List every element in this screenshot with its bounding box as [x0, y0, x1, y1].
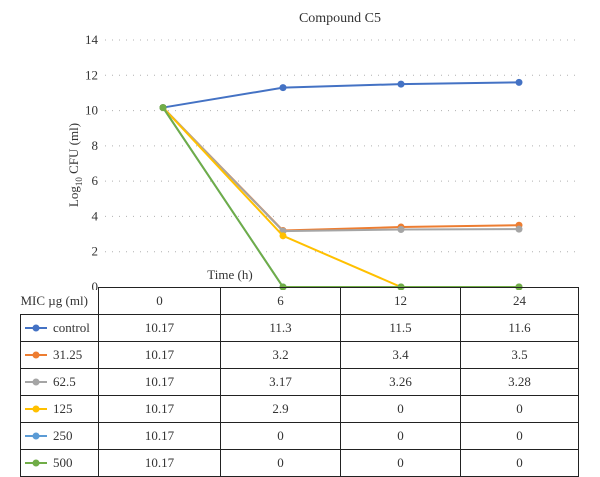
legend-marker-icon — [25, 324, 47, 331]
table-cell: 0 — [340, 449, 461, 477]
table-cell: 3.26 — [340, 368, 461, 396]
legend-marker-icon — [25, 378, 47, 385]
series-line — [162, 81, 520, 109]
legend-marker-icon — [25, 459, 47, 466]
data-point — [279, 84, 287, 92]
x-tick-label: 6 — [220, 287, 341, 315]
x-tick-label: 12 — [340, 287, 461, 315]
table-cell: 11.5 — [340, 314, 461, 342]
series-line — [162, 106, 520, 233]
data-point — [515, 78, 523, 86]
y-tick-label: 12 — [85, 67, 98, 82]
legend-entry: 250 — [20, 422, 99, 450]
table-cell: 10.17 — [98, 368, 221, 396]
table-cell: 3.17 — [220, 368, 341, 396]
table-cell: 0 — [340, 422, 461, 450]
y-tick-label: 14 — [85, 32, 99, 47]
table-cell: 11.6 — [460, 314, 579, 342]
table-cell: 10.17 — [98, 341, 221, 369]
legend-marker-icon — [25, 405, 47, 412]
series-layer — [159, 78, 523, 290]
y-tick-label: 10 — [85, 103, 98, 118]
table-row: 31.25 10.17 3.2 3.4 3.5 — [20, 341, 579, 369]
legend-marker-icon — [25, 351, 47, 358]
grid-lines — [105, 39, 578, 253]
table-row: 250 10.17 0 0 0 — [20, 422, 579, 450]
legend-entry: 500 — [20, 449, 99, 477]
table-cell: 3.2 — [220, 341, 341, 369]
y-tick-label: 0 — [92, 279, 99, 290]
y-tick-label: 8 — [92, 138, 99, 153]
legend-label: 500 — [53, 454, 73, 470]
series-31-25 — [159, 104, 523, 235]
legend-marker-icon — [25, 432, 47, 439]
table-cell: 11.3 — [220, 314, 341, 342]
table-cell: 0 — [460, 422, 579, 450]
y-tick-label: 4 — [92, 208, 99, 223]
x-tick-label: 0 — [98, 287, 221, 315]
x-axis-label: Time (h) — [207, 267, 252, 282]
series-line — [162, 106, 519, 288]
table-header-label: MIC µg (ml) — [20, 287, 99, 315]
x-tick-label: 24 — [460, 287, 579, 315]
table-cell: 0 — [460, 449, 579, 477]
data-table: MIC µg (ml) 0 6 12 24 control 10.17 11.3 11.5 11.… — [20, 287, 579, 477]
legend-entry: 62.5 — [20, 368, 99, 396]
y-tick-labels: 0 2 4 6 8 10 12 14 — [85, 32, 99, 290]
table-cell: 10.17 — [98, 395, 221, 423]
legend-label: 250 — [53, 427, 73, 443]
legend-entry: 125 — [20, 395, 99, 423]
series-250 — [159, 104, 523, 290]
chart-title: Compound C5 — [299, 11, 381, 26]
legend-label: 62.5 — [53, 373, 76, 389]
table-cell: 10.17 — [98, 314, 221, 342]
series-62-5 — [159, 104, 523, 235]
y-tick-label: 2 — [92, 244, 99, 259]
series-control — [159, 78, 523, 112]
table-cell: 3.5 — [460, 341, 579, 369]
table-row: 62.5 10.17 3.17 3.26 3.28 — [20, 368, 579, 396]
table-cell: 0 — [460, 395, 579, 423]
y-axis-label-sub: 10 — [74, 177, 84, 187]
table-row: 125 10.17 2.9 0 0 — [20, 395, 579, 423]
y-axis-label: Log10 CFU (ml) — [66, 123, 84, 207]
data-point — [159, 104, 167, 112]
data-point — [279, 232, 287, 240]
table-cell: 3.28 — [460, 368, 579, 396]
legend-label: 31.25 — [53, 346, 83, 362]
table-cell: 0 — [220, 422, 341, 450]
data-point — [397, 225, 405, 233]
series-line — [162, 106, 520, 232]
legend-entry: 31.25 — [20, 341, 99, 369]
data-point — [397, 80, 405, 88]
y-axis-label-rest: CFU (ml) — [66, 123, 81, 177]
table-header-row: MIC µg (ml) 0 6 12 24 — [20, 287, 579, 315]
table-cell: 10.17 — [98, 422, 221, 450]
table-cell: 0 — [340, 395, 461, 423]
legend-label: 125 — [53, 400, 73, 416]
table-row: control 10.17 11.3 11.5 11.6 — [20, 314, 579, 342]
y-axis-label-base: Log — [66, 186, 81, 207]
data-point — [515, 225, 523, 233]
series-500 — [159, 104, 523, 290]
table-row: 500 10.17 0 0 0 — [20, 449, 579, 477]
legend-label: control — [53, 319, 90, 335]
legend-entry: control — [20, 314, 99, 342]
table-cell: 10.17 — [98, 449, 221, 477]
series-125 — [159, 104, 523, 290]
table-cell: 0 — [220, 449, 341, 477]
table-cell: 2.9 — [220, 395, 341, 423]
table-cell: 3.4 — [340, 341, 461, 369]
y-tick-label: 6 — [92, 173, 99, 188]
